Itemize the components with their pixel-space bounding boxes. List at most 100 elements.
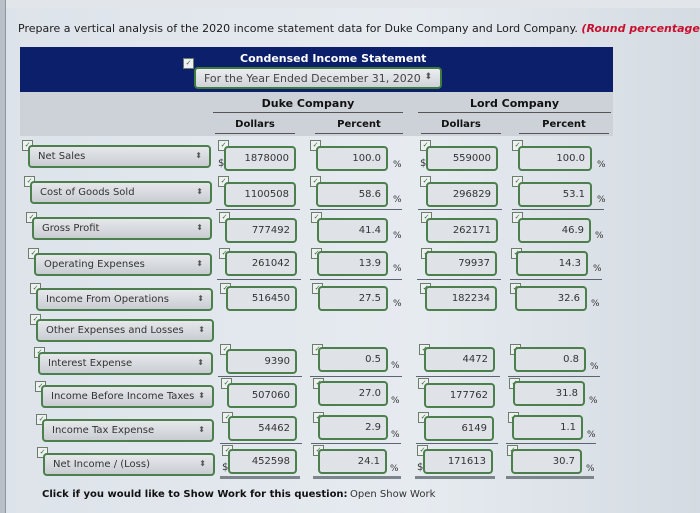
row-label-select[interactable]: Cost of Goods Sold ⬍ — [30, 181, 212, 204]
lord-dollars-input[interactable]: 182234 — [425, 286, 497, 311]
row-label-select[interactable]: Income Tax Expense ⬍ — [42, 419, 214, 442]
check-icon: ✓ — [512, 140, 523, 151]
divider — [215, 133, 295, 134]
dollar-sign: $ — [417, 462, 424, 473]
dollar-sign: $ — [420, 158, 427, 169]
subtotal-line — [416, 443, 498, 444]
percent-sign: % — [391, 430, 400, 440]
lord-dollars-input[interactable]: 171613 — [423, 449, 493, 474]
subtotal-line — [310, 376, 402, 377]
duke-percent-input[interactable]: 0.5 — [318, 347, 388, 372]
check-icon: ✓ — [420, 176, 431, 187]
lord-percent-input[interactable]: 32.6 — [515, 286, 587, 311]
subtotal-line — [310, 209, 402, 210]
select-arrows-icon: ⬍ — [197, 358, 204, 367]
duke-percent-input[interactable]: 2.9 — [318, 415, 388, 440]
percent-sign: % — [587, 430, 596, 440]
lord-percent-input[interactable]: 53.1 — [518, 182, 592, 207]
percent-sign: % — [595, 231, 604, 241]
row-label-select[interactable]: Operating Expenses ⬍ — [34, 253, 212, 276]
row-label-select[interactable]: Income Before Income Taxes ⬍ — [41, 385, 214, 408]
row-label: Gross Profit — [42, 223, 100, 234]
duke-dollars-input[interactable]: 54462 — [228, 416, 297, 441]
instructions: Prepare a vertical analysis of the 2020 … — [18, 22, 700, 35]
period-select[interactable]: For the Year Ended December 31, 2020 ⬍ — [194, 67, 442, 89]
total-double-line — [313, 476, 401, 479]
duke-percent-input[interactable]: 41.4 — [317, 218, 388, 243]
subtotal-line — [220, 443, 302, 444]
lord-dollars-input[interactable]: 559000 — [426, 146, 498, 171]
duke-percent-input[interactable]: 27.0 — [318, 381, 388, 406]
statement-title: Condensed Income Statement — [240, 52, 427, 65]
duke-dollars-input[interactable]: 9390 — [226, 349, 297, 374]
row-label: Cost of Goods Sold — [40, 187, 135, 198]
lord-percent-input[interactable]: 31.8 — [513, 381, 585, 406]
row-label: Income Before Income Taxes — [51, 391, 195, 402]
lord-percent-input[interactable]: 0.8 — [514, 347, 586, 372]
subtotal-line — [418, 209, 502, 210]
duke-percent-input[interactable]: 100.0 — [316, 146, 388, 171]
duke-dollars-input[interactable]: 452598 — [228, 449, 297, 474]
lord-dollars-input[interactable]: 177762 — [424, 383, 495, 408]
lord-percent-input[interactable]: 30.7 — [511, 449, 582, 474]
percent-sign: % — [586, 464, 595, 474]
percent-sign: % — [391, 396, 400, 406]
percent-sign: % — [390, 464, 399, 474]
lord-percent-input[interactable]: 1.1 — [512, 415, 583, 440]
select-arrows-icon: ⬍ — [195, 151, 202, 160]
lord-percent-input[interactable]: 46.9 — [518, 218, 591, 243]
row-label-select[interactable]: Net Income / (Loss) ⬍ — [43, 453, 215, 476]
check-icon: ✓ — [512, 212, 523, 223]
lord-percent-input[interactable]: 14.3 — [516, 251, 588, 276]
check-icon: ✓ — [310, 140, 321, 151]
lord-dollars-input[interactable]: 79937 — [425, 251, 497, 276]
select-arrows-icon: ⬍ — [196, 223, 203, 232]
subtotal-line — [310, 279, 402, 280]
row-label-select[interactable]: Interest Expense ⬍ — [38, 352, 213, 375]
percent-sign: % — [597, 195, 606, 205]
subtotal-line — [217, 279, 301, 280]
row-label-select[interactable]: Gross Profit ⬍ — [32, 217, 212, 240]
check-icon: ✓ — [310, 176, 321, 187]
period-select-value: For the Year Ended December 31, 2020 — [204, 72, 421, 85]
select-arrows-icon: ⬍ — [198, 425, 205, 434]
subtotal-line — [512, 209, 604, 210]
select-arrows-icon: ⬍ — [198, 325, 205, 334]
check-icon: ✓ — [183, 58, 194, 69]
lord-dollars-input[interactable]: 262171 — [426, 218, 498, 243]
subtotal-line — [416, 376, 500, 377]
duke-dollars-input[interactable]: 516450 — [226, 286, 297, 311]
duke-dollars-input[interactable]: 777492 — [225, 218, 297, 243]
duke-percent-input[interactable]: 58.6 — [316, 182, 388, 207]
duke-dollars-input[interactable]: 1878000 — [224, 146, 296, 171]
select-arrows-icon: ⬍ — [196, 187, 203, 196]
lord-dollars-input[interactable]: 4472 — [424, 347, 495, 372]
duke-percent-input[interactable]: 13.9 — [317, 251, 388, 276]
row-label: Operating Expenses — [44, 259, 145, 270]
select-arrows-icon: ⬍ — [196, 259, 203, 268]
lord-dollars-input[interactable]: 296829 — [426, 182, 498, 207]
row-label-select[interactable]: Net Sales ⬍ — [28, 145, 211, 168]
percent-sign: % — [393, 264, 402, 274]
check-icon: ✓ — [218, 176, 229, 187]
select-arrows-icon: ⬍ — [424, 72, 432, 82]
duke-dollars-input[interactable]: 1100508 — [224, 182, 296, 207]
percent-sign: % — [393, 195, 402, 205]
show-work-prompt: Click if you would like to Show Work for… — [42, 489, 348, 500]
open-show-work-link[interactable]: Open Show Work — [350, 489, 436, 500]
row-label-select[interactable]: Other Expenses and Losses ⬍ — [36, 319, 214, 342]
window-left-edge — [0, 0, 6, 513]
subtotal-line — [218, 376, 302, 377]
percent-sign: % — [590, 362, 599, 372]
lord-percent-input[interactable]: 100.0 — [518, 146, 592, 171]
subtotal-line — [311, 443, 401, 444]
percent-sign: % — [593, 264, 602, 274]
duke-dollars-input[interactable]: 261042 — [225, 251, 297, 276]
lord-dollars-input[interactable]: 6149 — [424, 416, 494, 441]
duke-percent-input[interactable]: 24.1 — [318, 449, 387, 474]
duke-dollars-input[interactable]: 507060 — [227, 383, 297, 408]
row-label-select[interactable]: Income From Operations ⬍ — [36, 288, 213, 311]
duke-percent-input[interactable]: 27.5 — [318, 286, 388, 311]
total-double-line — [415, 476, 495, 479]
divider — [519, 133, 609, 134]
